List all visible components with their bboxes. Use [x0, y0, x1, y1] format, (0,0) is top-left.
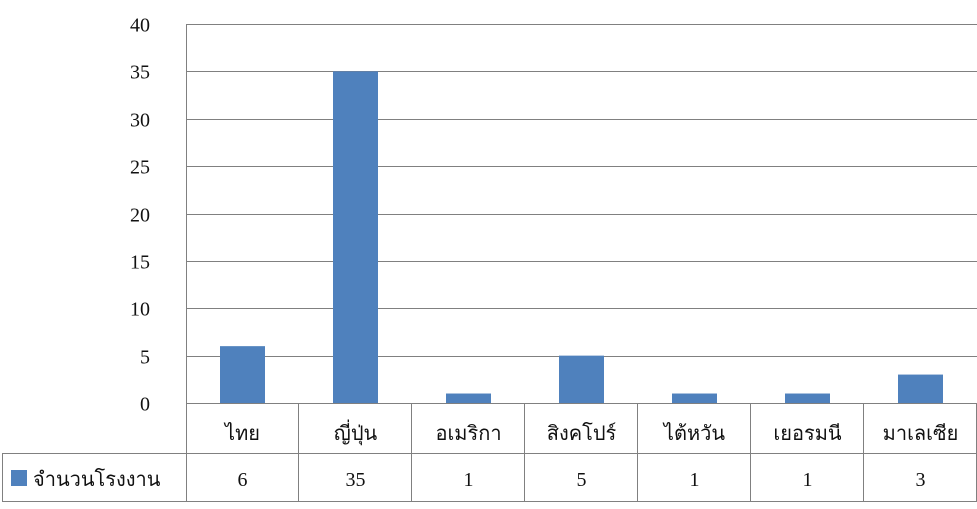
y-tick-label: 35 — [130, 62, 150, 84]
gridlines — [186, 24, 977, 357]
axes — [186, 24, 977, 502]
y-tick-label: 40 — [130, 15, 150, 37]
data-table-value: 5 — [577, 469, 587, 491]
category-label: อเมริกา — [435, 423, 501, 445]
data-table-value: 1 — [803, 469, 813, 491]
y-tick-label: 15 — [130, 252, 150, 274]
category-label: ญี่ปุ่น — [334, 419, 378, 446]
bar — [672, 393, 717, 403]
y-tick-labels: 0 5 10 15 20 25 30 35 40 — [130, 15, 150, 416]
category-label: สิงคโปร์ — [547, 422, 617, 445]
category-label: มาเลเซีย — [883, 423, 959, 445]
bar — [220, 346, 265, 403]
y-tick-label: 0 — [140, 394, 150, 416]
legend-key — [11, 470, 27, 486]
data-table: ไทย ญี่ปุ่น อเมริกา สิงคโปร์ ไต้หวัน เยอรมนี ม… — [2, 403, 977, 502]
y-tick-label: 30 — [130, 110, 150, 132]
data-table-value: 1 — [690, 469, 700, 491]
bar — [333, 71, 378, 404]
data-table-value: 35 — [346, 469, 366, 491]
series-name: จำนวนโรงงาน — [33, 468, 161, 491]
y-tick-label: 10 — [130, 299, 150, 321]
category-label: เยอรมนี — [773, 423, 841, 445]
category-label: ไต้หวัน — [662, 422, 725, 445]
y-tick-label: 5 — [140, 347, 150, 369]
bar — [559, 355, 604, 404]
bars — [220, 71, 943, 404]
bar — [785, 393, 830, 403]
bar — [898, 374, 943, 403]
data-table-value: 6 — [238, 469, 248, 491]
data-table-value: 3 — [916, 469, 926, 491]
y-tick-label: 20 — [130, 205, 150, 227]
bar — [446, 393, 491, 403]
category-label: ไทย — [223, 422, 260, 445]
y-tick-label: 25 — [130, 157, 150, 179]
data-table-value: 1 — [464, 469, 474, 491]
